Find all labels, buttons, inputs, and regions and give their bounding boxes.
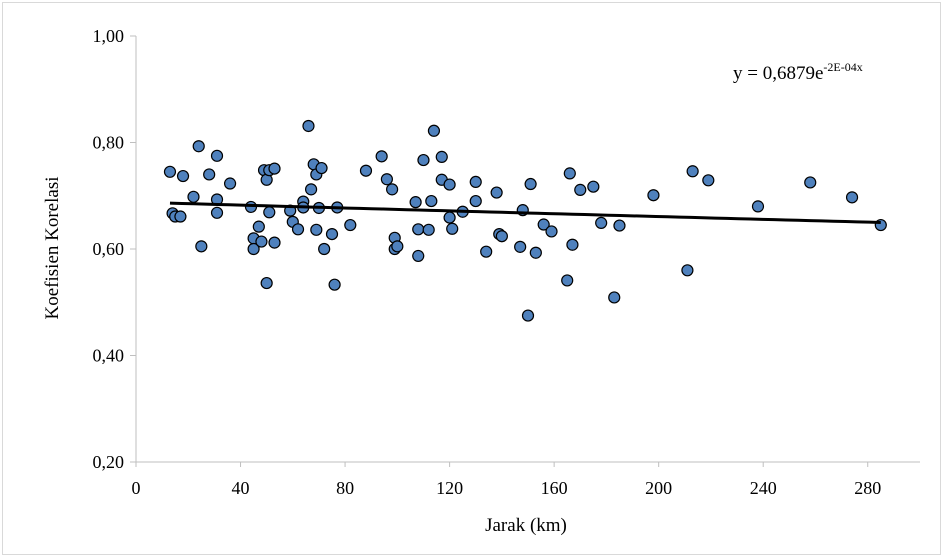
data-point [427,124,441,137]
y-tick-labels: 0,20 0,40 0,60 0,80 1,00 [93,26,125,472]
data-point [291,223,305,236]
x-tick-label: 40 [232,478,250,498]
data-point [174,210,187,223]
data-point [561,274,574,287]
data-point [521,309,535,322]
data-point [490,186,503,199]
data-point [176,169,190,183]
data-point [587,180,600,193]
data-point [328,278,341,291]
data-point [608,291,621,304]
data-point [751,200,765,213]
data-point [344,218,357,232]
data-point [469,175,482,189]
data-point [681,264,694,277]
data-point [210,149,224,162]
data-point [537,218,550,231]
data-point [422,223,435,236]
data-point [391,240,404,253]
data-point [247,242,260,256]
data-point [469,194,482,208]
data-point [514,240,527,253]
y-tick-label: 0,60 [93,239,125,259]
data-point [263,206,276,219]
data-point [203,168,216,181]
data-point [446,222,459,235]
data-point [163,165,177,178]
x-tick-label: 80 [336,478,354,498]
data-point [443,178,456,191]
data-point [380,173,393,186]
trendline-equation: y = 0,6879e-2E-04x [733,60,863,84]
data-point [412,249,425,263]
data-point [375,150,388,163]
trendline-equation-exponent: -2E-04x [823,60,862,74]
data-point [702,174,715,187]
data-point [845,191,859,204]
data-points [163,119,887,322]
data-point [613,219,626,232]
data-point [386,183,399,196]
data-point [302,119,315,133]
data-point [325,227,339,241]
data-point [223,177,237,190]
data-point [187,190,200,203]
axes [130,35,920,467]
data-point [545,225,558,238]
x-axis-title: Jarak (km) [485,515,567,536]
data-point [425,194,438,208]
data-point [192,140,205,153]
data-point [686,165,699,178]
x-tick-label: 280 [854,478,881,498]
x-tick-label: 120 [436,478,463,498]
data-point [318,242,331,256]
trendline-equation-base: y = 0,6879e [733,63,823,84]
y-tick-label: 1,00 [93,26,125,46]
data-point [529,246,542,259]
x-tick-label: 160 [541,478,568,498]
data-point [495,230,508,243]
data-point [804,176,817,189]
data-point [574,183,587,196]
data-point [260,276,273,290]
data-point [480,245,493,258]
data-point [252,220,265,233]
y-tick-label: 0,80 [93,133,125,153]
data-point [524,177,537,191]
x-tick-labels: 0 40 80 120 160 200 240 280 [132,478,882,498]
data-point [210,206,224,219]
x-tick-label: 240 [750,478,777,498]
data-point [310,223,323,236]
data-point [412,223,425,236]
data-point [647,189,660,202]
data-point [268,162,281,175]
data-point [315,161,328,175]
data-point [268,236,281,249]
y-tick-label: 0,40 [93,346,125,366]
data-point [566,238,579,251]
data-point [435,150,448,163]
y-tick-label: 0,20 [93,452,125,472]
data-point [417,153,430,167]
data-point [595,216,608,230]
y-axis-title: Koefisien Korelasi [42,177,63,320]
x-tick-label: 0 [132,478,141,498]
data-point [563,167,576,180]
data-point [443,211,456,224]
data-point [195,240,208,253]
data-point [409,196,422,209]
x-tick-label: 200 [645,478,672,498]
trendline [169,201,881,224]
data-point [304,183,318,196]
data-point [359,164,373,177]
data-point [255,235,268,248]
